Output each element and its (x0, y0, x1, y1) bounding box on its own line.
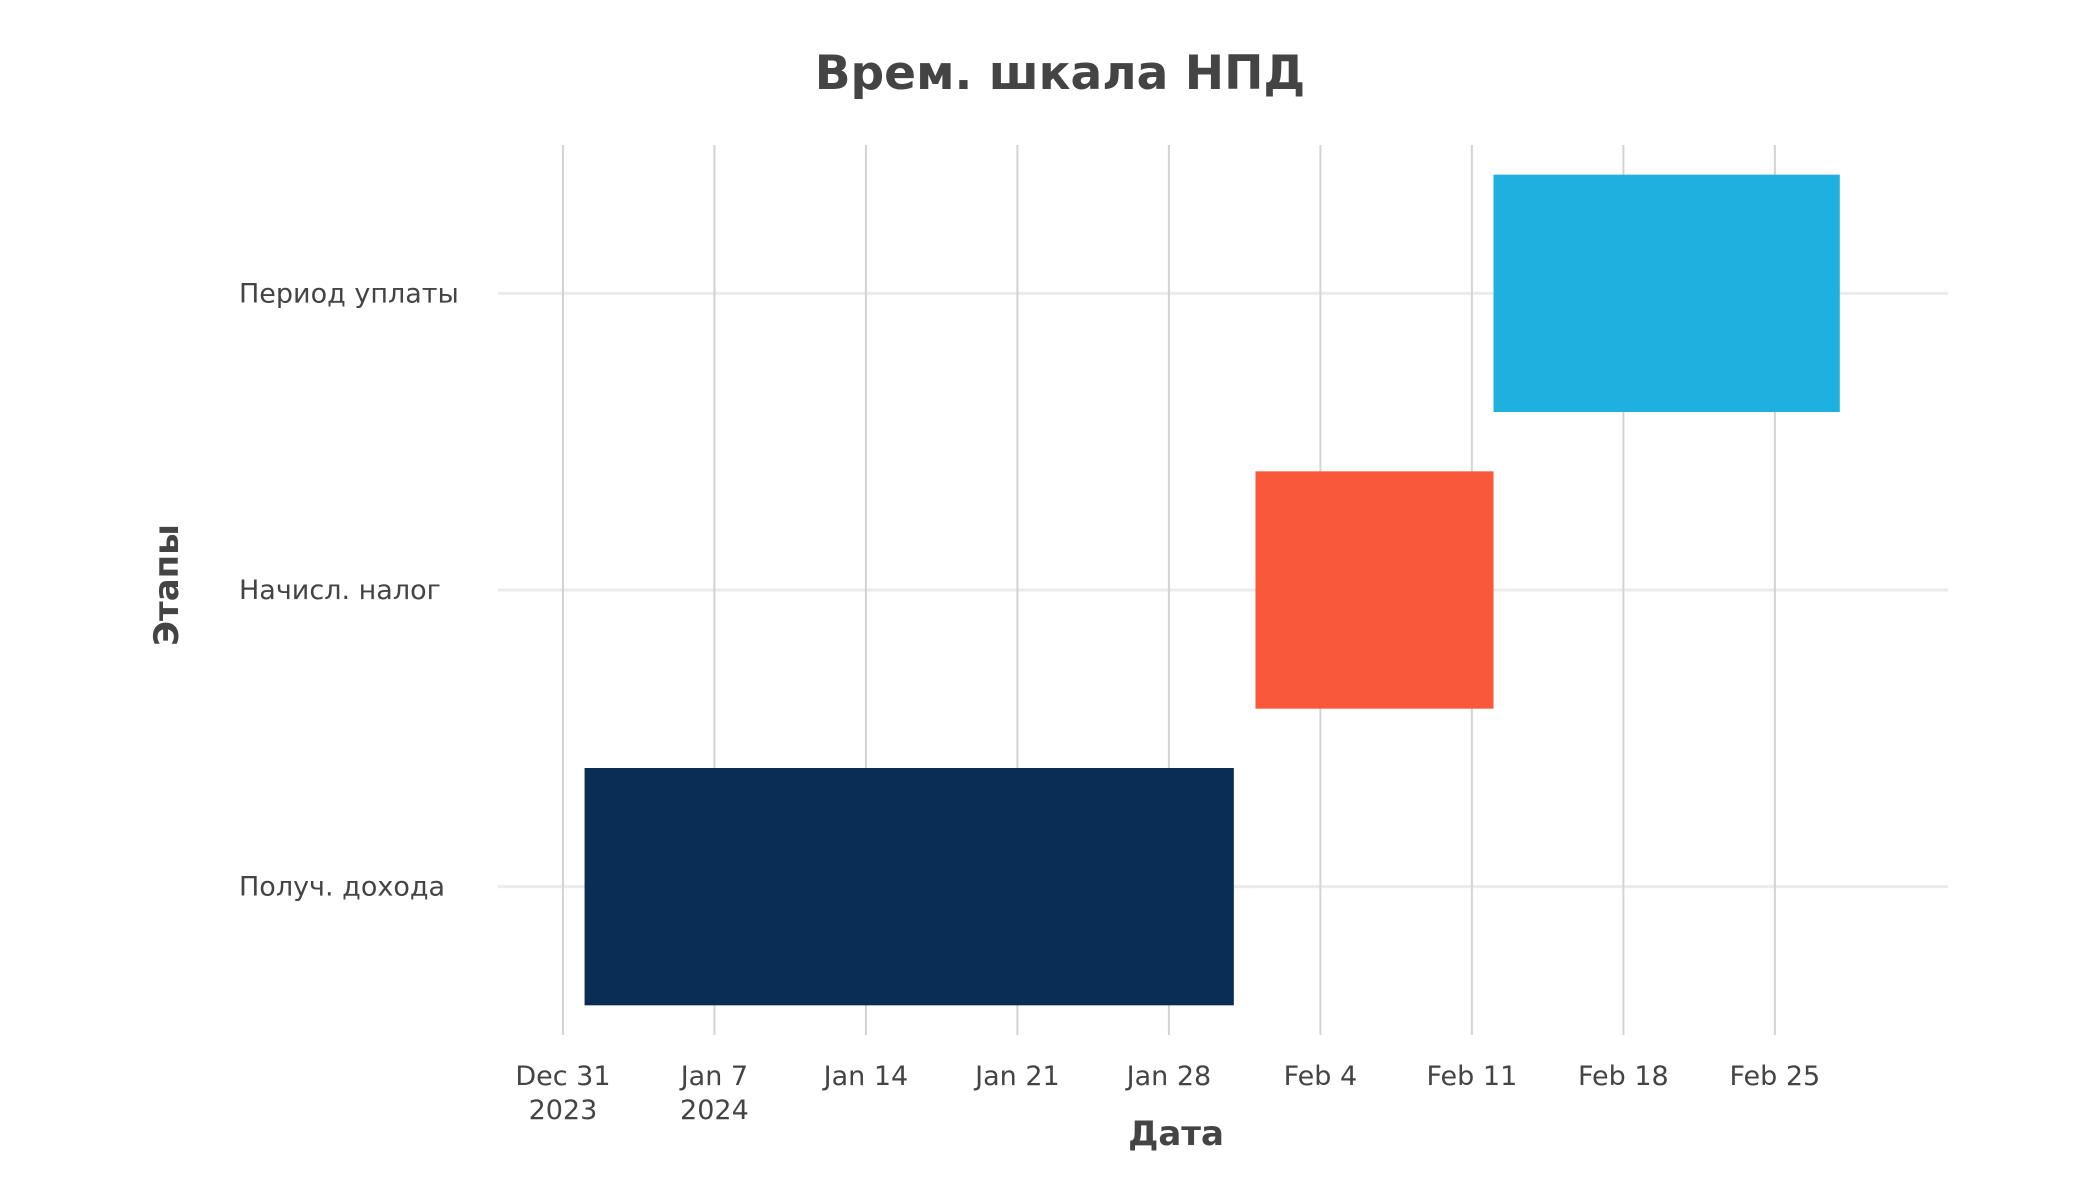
y-axis-title: Этапы (147, 524, 187, 646)
y-tick-label: Начисл. налог (239, 575, 441, 606)
y-tick-label: Период уплаты (239, 278, 459, 309)
x-tick-label: Jan 28 (1125, 1061, 1212, 1092)
x-tick-label: Feb 4 (1284, 1061, 1358, 1092)
timeline-bar (1493, 174, 1840, 412)
x-tick-sublabel: 2024 (680, 1095, 749, 1126)
timeline-bars (584, 174, 1840, 1006)
x-tick-label: Dec 31 (515, 1061, 610, 1092)
x-tick-label: Feb 11 (1427, 1061, 1518, 1092)
timeline-bar (584, 768, 1234, 1006)
y-axis-tick-labels: Получ. дохода Начисл. налог Период уплаты (239, 278, 459, 902)
x-tick-label: Jan 7 (679, 1061, 748, 1092)
timeline-bar (1255, 471, 1494, 709)
chart-title: Врем. шкала НПД (815, 46, 1306, 101)
x-tick-label: Feb 18 (1578, 1061, 1669, 1092)
x-axis-title: Дата (1128, 1114, 1224, 1154)
x-tick-label: Feb 25 (1729, 1061, 1820, 1092)
x-tick-label: Jan 21 (973, 1061, 1060, 1092)
x-tick-label: Jan 14 (822, 1061, 909, 1092)
x-tick-sublabel: 2023 (529, 1095, 598, 1126)
y-tick-label: Получ. дохода (239, 872, 445, 903)
